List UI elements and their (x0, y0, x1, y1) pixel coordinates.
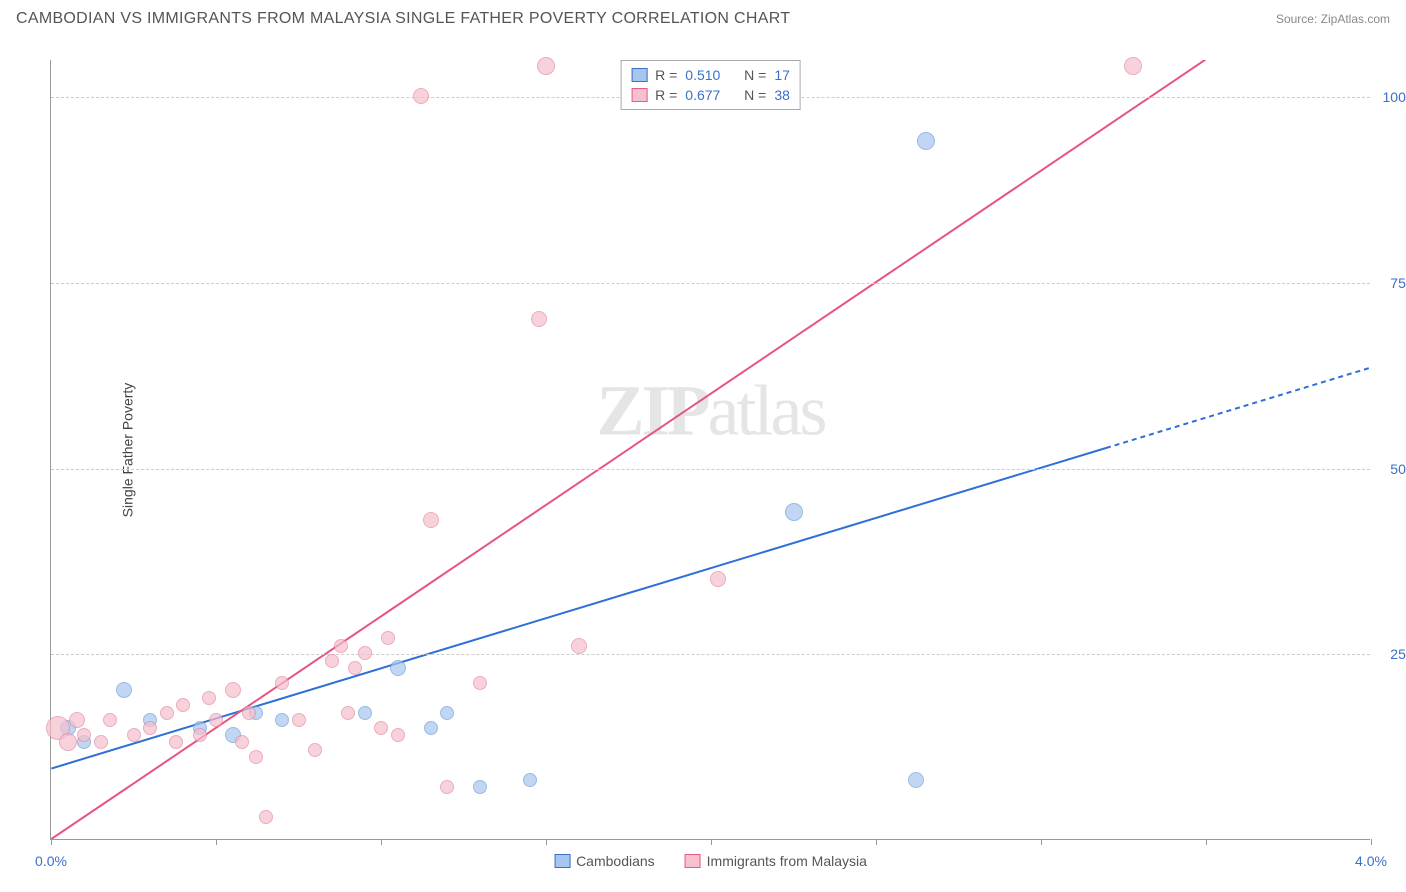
chart-container: Single Father Poverty ZIPatlas R = 0.510… (50, 50, 1380, 850)
legend-stat-row: R = 0.510 N = 17 (631, 65, 790, 85)
scatter-point (242, 706, 256, 720)
scatter-point (259, 810, 273, 824)
scatter-point (127, 728, 141, 742)
scatter-point (176, 698, 190, 712)
legend-stats: R = 0.510 N = 17R = 0.677 N = 38 (620, 60, 801, 110)
legend-r-label: R = (655, 67, 677, 83)
scatter-point (292, 713, 306, 727)
scatter-point (143, 721, 157, 735)
scatter-point (59, 733, 77, 751)
scatter-point (69, 712, 85, 728)
scatter-point (523, 773, 537, 787)
legend-n-label: N = (744, 87, 766, 103)
gridline-h (51, 654, 1370, 655)
x-tick (876, 839, 877, 845)
legend-label: Cambodians (576, 853, 655, 869)
legend-r-value: 0.677 (685, 87, 720, 103)
scatter-point (413, 88, 429, 104)
x-tick (1206, 839, 1207, 845)
legend-bottom-item: Cambodians (554, 853, 655, 869)
legend-r-label: R = (655, 87, 677, 103)
legend-stat-row: R = 0.677 N = 38 (631, 85, 790, 105)
scatter-point (917, 132, 935, 150)
header-row: CAMBODIAN VS IMMIGRANTS FROM MALAYSIA SI… (0, 0, 1406, 32)
scatter-point (160, 706, 174, 720)
scatter-point (785, 503, 803, 521)
y-tick-label: 25.0% (1390, 646, 1406, 662)
scatter-point (440, 706, 454, 720)
x-tick (1041, 839, 1042, 845)
scatter-point (103, 713, 117, 727)
scatter-point (710, 571, 726, 587)
legend-r-value: 0.510 (685, 67, 720, 83)
trendlines-svg (51, 60, 1370, 839)
scatter-point (193, 728, 207, 742)
scatter-point (235, 735, 249, 749)
watermark: ZIPatlas (597, 369, 825, 452)
legend-swatch-icon (554, 854, 570, 868)
x-tick-label: 0.0% (35, 853, 67, 869)
scatter-point (358, 706, 372, 720)
scatter-point (424, 721, 438, 735)
source-attribution: Source: ZipAtlas.com (1276, 12, 1390, 26)
scatter-point (358, 646, 372, 660)
scatter-point (209, 713, 223, 727)
scatter-point (169, 735, 183, 749)
scatter-point (77, 728, 91, 742)
x-tick (711, 839, 712, 845)
gridline-h (51, 283, 1370, 284)
scatter-point (249, 750, 263, 764)
y-tick-label: 50.0% (1390, 461, 1406, 477)
scatter-point (374, 721, 388, 735)
scatter-point (537, 57, 555, 75)
scatter-point (94, 735, 108, 749)
scatter-point (390, 660, 406, 676)
scatter-point (908, 772, 924, 788)
x-tick (51, 839, 52, 845)
scatter-point (473, 780, 487, 794)
y-tick-label: 75.0% (1390, 275, 1406, 291)
legend-swatch-icon (631, 68, 647, 82)
x-tick (546, 839, 547, 845)
x-tick (381, 839, 382, 845)
scatter-point (381, 631, 395, 645)
scatter-point (275, 676, 289, 690)
legend-n-value: 38 (774, 87, 790, 103)
legend-bottom: Cambodians Immigrants from Malaysia (554, 853, 867, 869)
scatter-point (440, 780, 454, 794)
legend-n-value: 17 (774, 67, 790, 83)
legend-swatch-icon (631, 88, 647, 102)
legend-swatch-icon (685, 854, 701, 868)
scatter-point (1124, 57, 1142, 75)
scatter-point (225, 682, 241, 698)
scatter-point (473, 676, 487, 690)
legend-n-label: N = (744, 67, 766, 83)
scatter-point (334, 639, 348, 653)
legend-bottom-item: Immigrants from Malaysia (685, 853, 867, 869)
scatter-point (116, 682, 132, 698)
plot-area: ZIPatlas R = 0.510 N = 17R = 0.677 N = 3… (50, 60, 1370, 840)
scatter-point (308, 743, 322, 757)
scatter-point (571, 638, 587, 654)
scatter-point (531, 311, 547, 327)
scatter-point (341, 706, 355, 720)
x-tick (216, 839, 217, 845)
x-tick-label: 4.0% (1355, 853, 1387, 869)
scatter-point (275, 713, 289, 727)
scatter-point (348, 661, 362, 675)
scatter-point (423, 512, 439, 528)
gridline-h (51, 469, 1370, 470)
legend-label: Immigrants from Malaysia (707, 853, 867, 869)
x-tick (1371, 839, 1372, 845)
scatter-point (202, 691, 216, 705)
scatter-point (391, 728, 405, 742)
scatter-point (325, 654, 339, 668)
y-tick-label: 100.0% (1383, 89, 1406, 105)
chart-title: CAMBODIAN VS IMMIGRANTS FROM MALAYSIA SI… (16, 10, 790, 28)
